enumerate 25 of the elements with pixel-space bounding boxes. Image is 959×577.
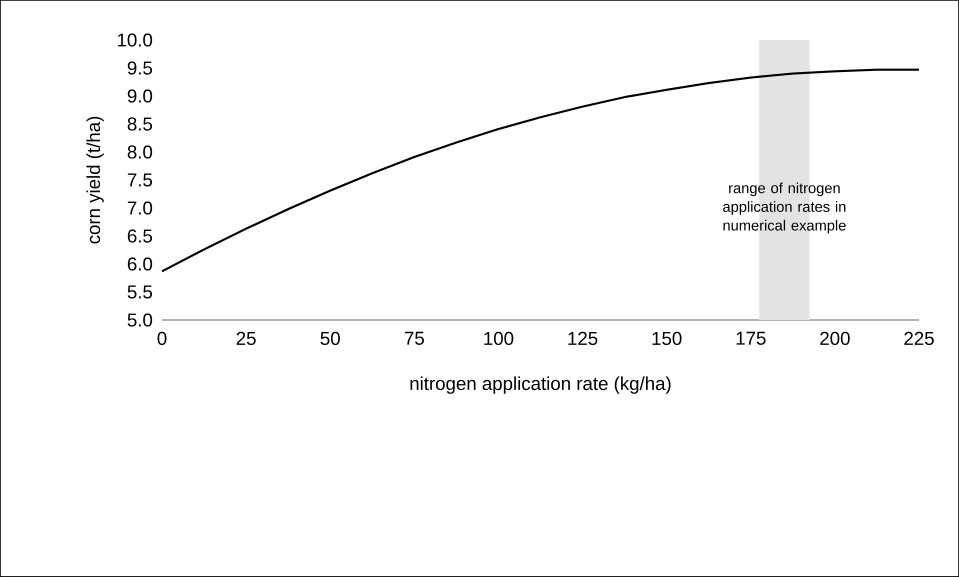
line-series (160, 68, 920, 272)
x-tick-label: 225 (904, 332, 934, 346)
y-tick-label: 6.0 (128, 257, 152, 271)
band-label: range of nitrogen application rates in numerical example (723, 182, 846, 234)
y-tick-label: 9.0 (128, 89, 152, 103)
x-axis-title: nitrogen application rate (kg/ha) (410, 376, 671, 394)
y-tick-label: 8.0 (128, 145, 152, 159)
x-tick-label: 150 (652, 332, 682, 346)
y-tick-label: 5.0 (128, 313, 152, 327)
x-tick-label: 125 (568, 332, 598, 346)
x-tick-label: 175 (736, 332, 766, 345)
y-tick-label: 5.5 (128, 285, 152, 299)
y-tick-label: 7.5 (128, 173, 152, 187)
x-tick-label: 100 (484, 332, 514, 346)
x-tick-label: 25 (236, 332, 256, 346)
y-tick-label: 9.5 (128, 61, 152, 75)
y-tick-label: 8.5 (128, 117, 152, 131)
y-tick-label: 6.5 (128, 229, 152, 243)
x-tick-label: 50 (320, 332, 340, 346)
y-axis-title: corn yield (t/ha) (86, 116, 104, 244)
x-tick-label: 75 (404, 332, 424, 345)
x-tick-label: 200 (820, 332, 850, 346)
y-tick-label: 10.0 (118, 33, 152, 47)
x-tick-label: 0 (158, 332, 166, 346)
y-tick-label: 7.0 (128, 201, 152, 215)
